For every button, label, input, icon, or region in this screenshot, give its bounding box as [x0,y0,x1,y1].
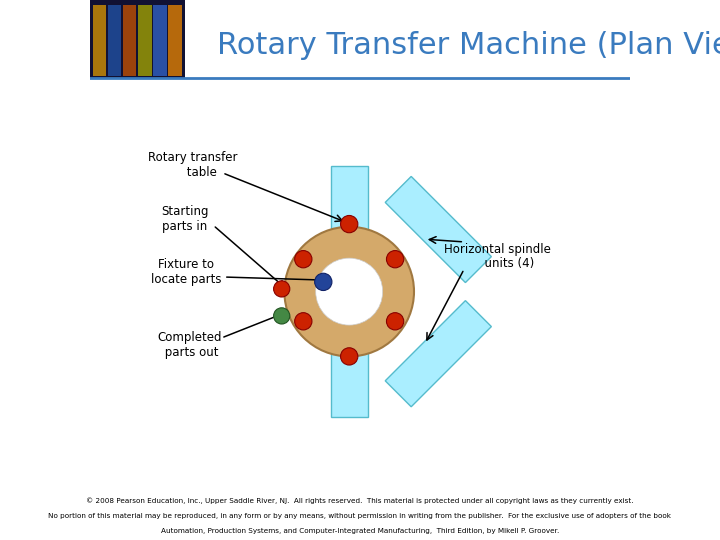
Bar [168,5,181,76]
Text: Starting
parts in: Starting parts in [161,205,208,233]
Text: Fixture to
locate parts: Fixture to locate parts [151,258,221,286]
Text: No portion of this material may be reproduced, in any form or by any means, with: No portion of this material may be repro… [48,513,672,519]
Bar [138,5,152,76]
Text: Rotary transfer
     table: Rotary transfer table [148,151,238,179]
Bar [330,166,368,280]
Bar [123,5,137,76]
Circle shape [387,313,404,330]
Circle shape [315,273,332,291]
Text: Completed
 parts out: Completed parts out [158,330,222,359]
Text: Horizontal spindle
      units (4): Horizontal spindle units (4) [444,242,551,271]
Circle shape [315,258,383,325]
Bar [330,303,368,417]
Text: Rotary Transfer Machine (Plan View): Rotary Transfer Machine (Plan View) [217,31,720,60]
Circle shape [284,227,414,356]
Circle shape [294,313,312,330]
Circle shape [274,308,289,324]
Circle shape [274,281,289,297]
Circle shape [387,251,404,268]
Bar [93,5,107,76]
Circle shape [341,348,358,365]
Polygon shape [385,301,491,407]
Bar [153,5,167,76]
Text: © 2008 Pearson Education, Inc., Upper Saddle River, NJ.  All rights reserved.  T: © 2008 Pearson Education, Inc., Upper Sa… [86,498,634,504]
Polygon shape [385,177,491,282]
Bar [90,0,184,78]
Text: Automation, Production Systems, and Computer-Integrated Manufacturing,  Third Ed: Automation, Production Systems, and Comp… [161,528,559,535]
Bar [108,5,121,76]
Circle shape [294,251,312,268]
Circle shape [341,215,358,233]
